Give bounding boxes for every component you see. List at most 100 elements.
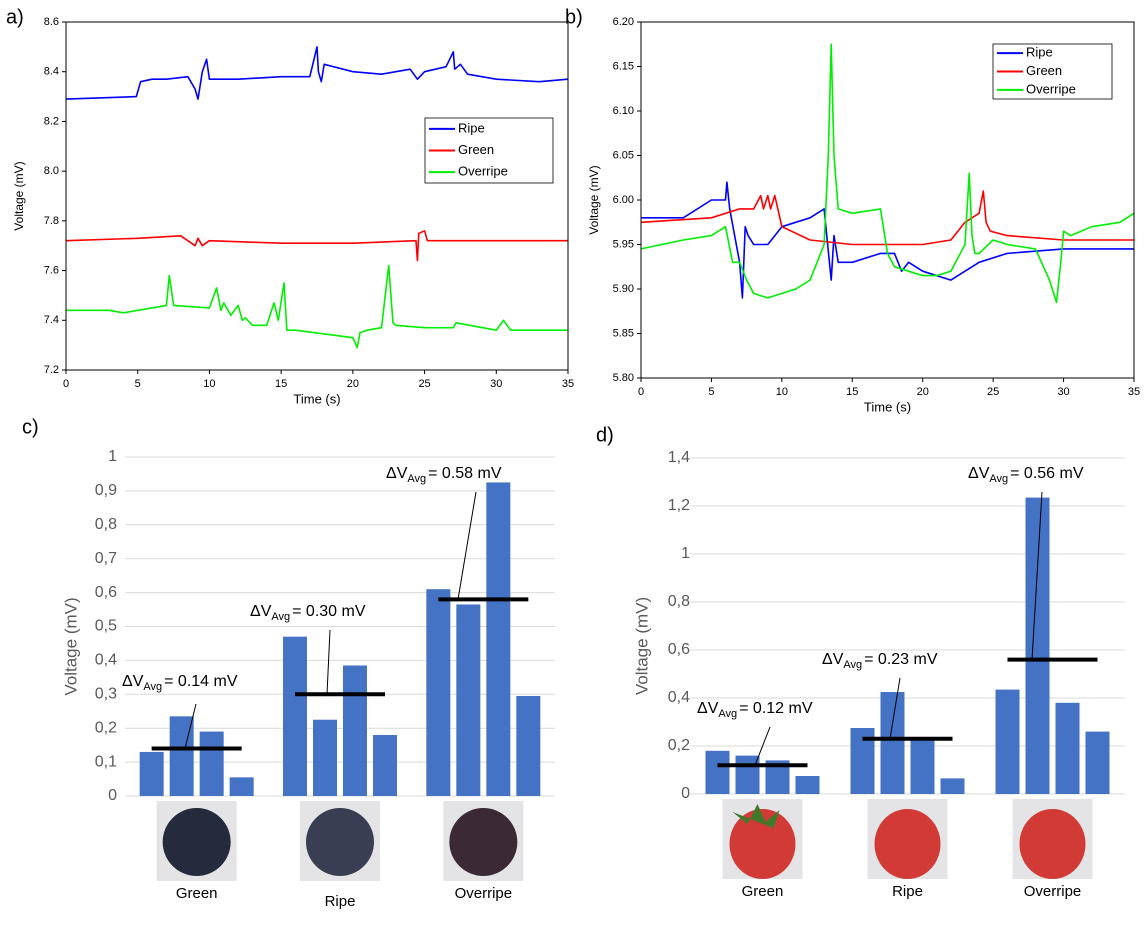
fruit-photo [1012, 799, 1093, 879]
annotation-subscript: Avg [143, 681, 162, 693]
bar [373, 734, 397, 796]
y-tick-label: 6.10 [613, 105, 634, 117]
legend-label: Green [1026, 63, 1062, 78]
bar [516, 695, 541, 796]
annotation-pointer [184, 703, 197, 749]
y-axis-label: Voltage (mV) [587, 165, 601, 234]
fruit [1019, 809, 1086, 879]
bar [229, 777, 254, 796]
bar [1085, 731, 1110, 794]
annotation-subscript: Avg [843, 659, 862, 671]
bar [795, 776, 820, 794]
data-line [65, 46, 569, 100]
annotation-pointer [1031, 491, 1043, 660]
bar [910, 740, 935, 794]
annotation-pointer [457, 491, 477, 600]
x-tick-label: 35 [562, 378, 574, 390]
y-tick-label: 7.4 [44, 314, 59, 326]
annotation-subscript: Avg [989, 473, 1008, 485]
annotation-subscript: Avg [271, 611, 290, 623]
leaves [732, 804, 780, 828]
fruit-photo [443, 801, 524, 881]
y-axis-label: Voltage (mV) [12, 161, 26, 230]
annotation-suffix: = 0.30 mV [292, 603, 366, 620]
annotation-suffix: = 0.12 mV [739, 700, 813, 717]
fruit [449, 808, 518, 876]
bar [705, 750, 730, 794]
fruit-photo [300, 801, 380, 881]
y-tick-label: 0,4 [95, 652, 117, 669]
annotation-prefix: ΔV [386, 465, 408, 482]
category-label: Ripe [325, 893, 356, 910]
y-tick-label: 6.20 [613, 16, 634, 28]
y-tick-label: 0,2 [95, 719, 117, 736]
legend: Ripe Green Overripe [424, 117, 554, 184]
y-tick-label: 5.90 [613, 283, 634, 295]
y-tick-label: 6.15 [613, 60, 634, 72]
y-tick-label: 0 [108, 787, 117, 804]
y-tick-label: 0,8 [668, 593, 690, 610]
y-tick-label: 1,2 [668, 497, 690, 514]
category-label: Overripe [455, 885, 513, 902]
annotation-prefix: ΔV [250, 603, 272, 620]
bar [426, 589, 451, 796]
y-tick-label: 0,9 [95, 482, 117, 499]
y-tick-label: 0,3 [95, 686, 117, 703]
y-tick-label: 0,8 [95, 516, 117, 533]
y-tick-label: 5.80 [613, 372, 634, 384]
fruit [306, 808, 374, 876]
category-label: Overripe [1024, 883, 1082, 900]
y-tick-label: 7.2 [44, 364, 59, 376]
annotation-pointer [889, 677, 901, 739]
x-tick-label: 30 [490, 378, 502, 390]
y-tick-label: 7.8 [44, 215, 59, 227]
data-line [640, 190, 1134, 246]
average-annotation: ΔVAvg = 0.56 mV [968, 465, 1084, 485]
y-tick-label: 0 [681, 785, 690, 802]
bar [1025, 497, 1050, 794]
plot-frame [640, 21, 1135, 379]
annotation-suffix: = 0.23 mV [864, 651, 938, 668]
data-line [66, 264, 568, 349]
y-tick-label: 7.6 [44, 264, 59, 276]
category-label: Ripe [892, 883, 923, 900]
panel-label: a) [6, 6, 24, 28]
x-axis-label: Time (s) [864, 399, 911, 414]
legend-label: Green [458, 142, 494, 157]
annotation-subscript: Avg [407, 473, 426, 485]
fruit-photo [156, 801, 237, 881]
bar [199, 731, 224, 796]
bar [313, 719, 337, 796]
average-annotation: ΔVAvg = 0.14 mV [122, 673, 238, 693]
y-tick-label: 1,4 [668, 449, 690, 466]
bar [139, 751, 164, 796]
x-tick-label: 35 [1128, 386, 1140, 398]
y-tick-label: 5.95 [613, 238, 634, 250]
y-tick-label: 8.6 [44, 16, 59, 28]
data-line [641, 181, 1134, 299]
x-tick-label: 5 [708, 386, 714, 398]
y-tick-label: 8.0 [44, 165, 59, 177]
bar [735, 755, 760, 794]
bar [880, 692, 905, 794]
annotation-suffix: = 0.14 mV [164, 673, 238, 690]
y-tick-label: 0,7 [95, 550, 117, 567]
y-tick-label: 6.05 [613, 149, 634, 161]
fruit [874, 809, 941, 879]
panel-label: b) [565, 6, 583, 28]
bar [1055, 702, 1080, 794]
legend-label: Overripe [458, 164, 508, 179]
average-annotation: ΔVAvg = 0.23 mV [822, 651, 938, 671]
x-tick-label: 15 [275, 378, 287, 390]
annotation-prefix: ΔV [697, 700, 719, 717]
x-tick-label: 0 [638, 386, 644, 398]
annotation-prefix: ΔV [122, 673, 144, 690]
annotation-pointer [326, 629, 331, 695]
x-tick-label: 10 [203, 378, 215, 390]
average-annotation: ΔVAvg = 0.30 mV [250, 603, 366, 623]
x-tick-label: 10 [776, 386, 788, 398]
y-tick-label: 0,6 [668, 641, 690, 658]
data-line [65, 230, 568, 262]
